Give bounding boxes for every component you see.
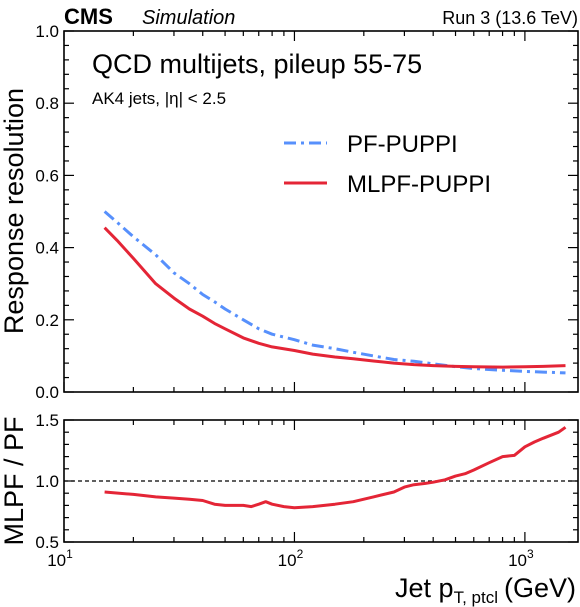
lower-y-axis-label: MLPF / PF — [0, 416, 29, 545]
experiment-label: CMS — [64, 4, 113, 29]
lower-axis-ticks: 0.5 1.0 1.5 101 102 103 — [35, 411, 578, 570]
upper-plot-title: QCD multijets, pileup 55-75 — [92, 49, 422, 79]
y-tick-label: 0.5 — [35, 533, 59, 552]
x-tick-label: 102 — [278, 547, 304, 570]
upper-y-axis-label: Response resolution — [0, 88, 29, 334]
upper-panel: 0.0 0.2 0.4 0.6 0.8 1.0 QCD multijets, pileup… — [0, 22, 579, 402]
x-tick-label: 101 — [47, 547, 73, 570]
lower-data-series — [104, 426, 567, 510]
x-tick-label: 103 — [508, 547, 534, 570]
experiment-tag: Simulation — [142, 7, 235, 29]
y-tick-label: 1.0 — [35, 22, 59, 41]
legend-label-pf-puppi: PF-PUPPI — [347, 131, 458, 158]
upper-axis-ticks: 0.0 0.2 0.4 0.6 0.8 1.0 — [35, 22, 578, 402]
series-line-0 — [103, 210, 566, 375]
y-tick-label: 1.0 — [35, 472, 59, 491]
y-tick-label: 0.4 — [35, 239, 59, 258]
upper-data-series — [103, 210, 566, 375]
upper-plot-subtitle: AK4 jets, |η| < 2.5 — [92, 89, 226, 108]
y-tick-label: 0.0 — [35, 383, 59, 402]
lower-panel: 0.5 1.0 1.5 101 102 103 MLPF / PF Jet pT, ptc… — [0, 411, 579, 607]
y-tick-label: 0.2 — [35, 311, 59, 330]
y-tick-label: 1.5 — [35, 411, 59, 430]
run-info: Run 3 (13.6 TeV) — [442, 8, 578, 28]
y-tick-label: 0.8 — [35, 94, 59, 113]
upper-plot-frame — [63, 30, 579, 393]
legend-label-mlpf-puppi: MLPF-PUPPI — [347, 171, 491, 198]
y-tick-label: 0.6 — [35, 166, 59, 185]
series-line-1 — [103, 226, 566, 369]
legend: PF-PUPPI MLPF-PUPPI — [284, 131, 491, 198]
series-line-0 — [104, 426, 567, 510]
x-axis-label: Jet pT, ptcl (GeV) — [395, 573, 576, 607]
